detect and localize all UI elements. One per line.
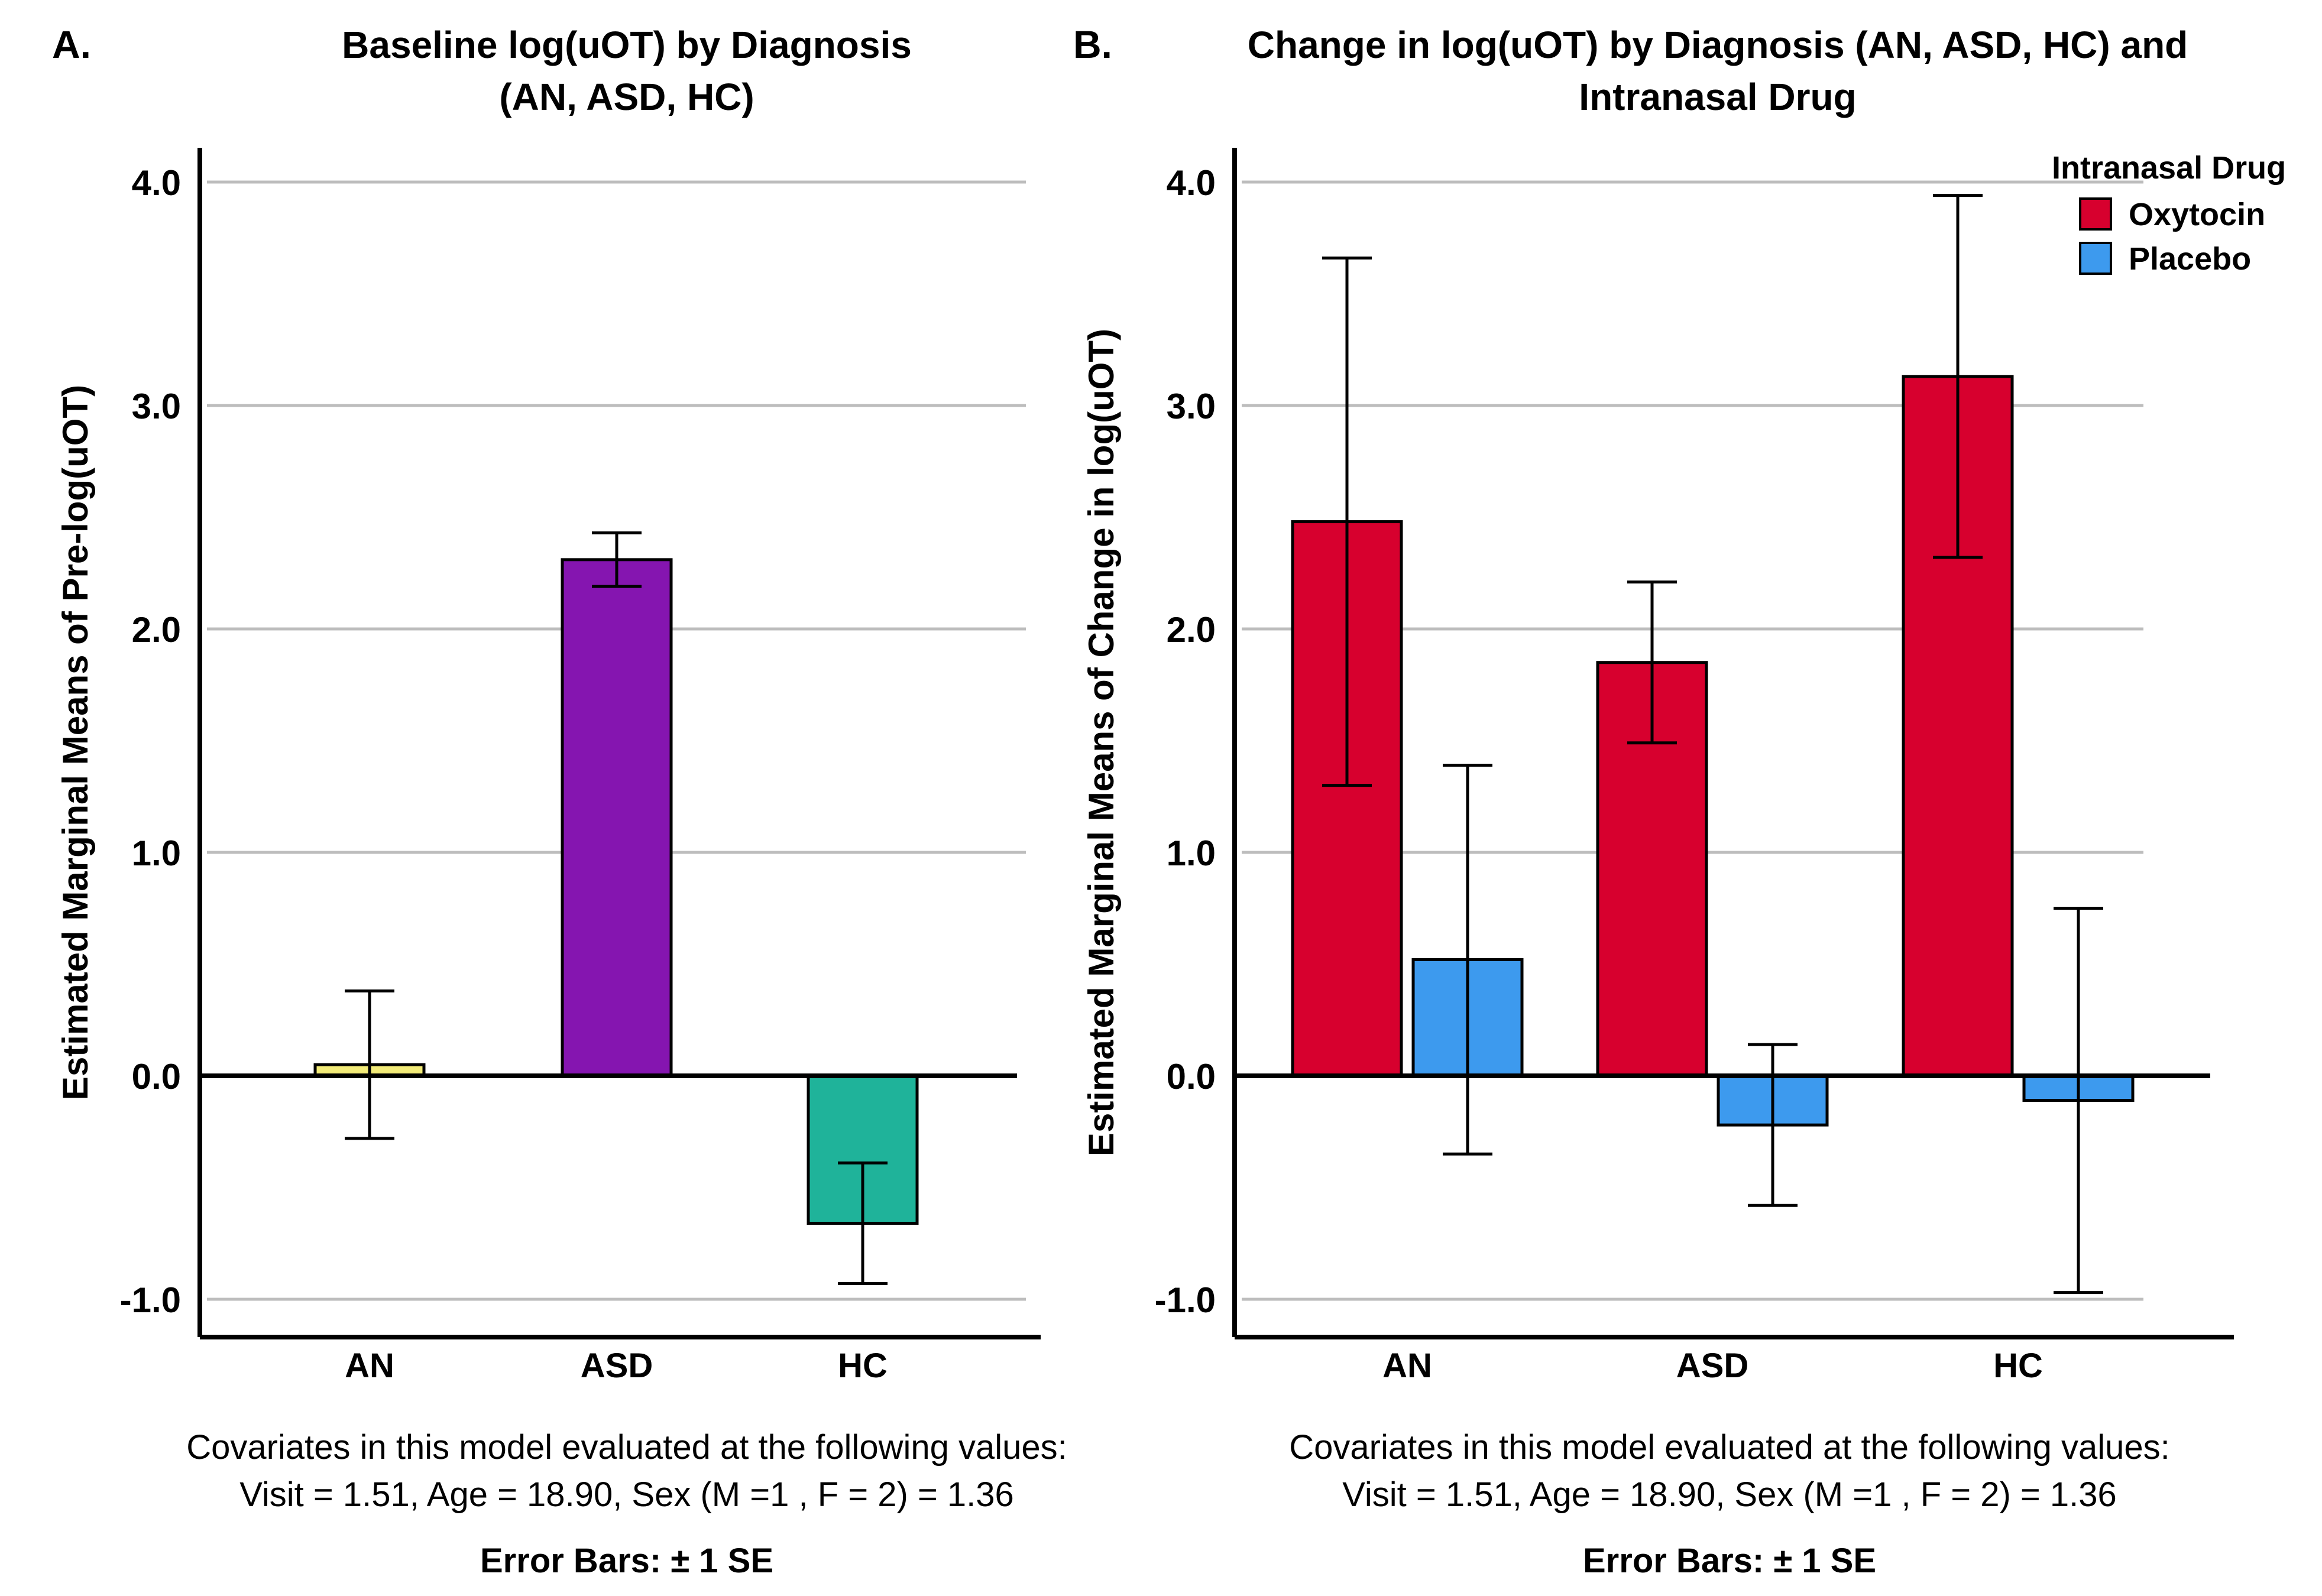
p1-x-tick-label-asd: ASD [1676, 1347, 1748, 1385]
p0-chart-title-line-0: Baseline log(uOT) by Diagnosis [342, 24, 912, 66]
p0-y-tick-label-5: 4.0 [132, 163, 181, 203]
p0-bar-baseline-asd [561, 558, 673, 1078]
p0-y-tick-label-0: -1.0 [120, 1280, 181, 1320]
p1-y-axis-label: Estimated Marginal Means of Change in lo… [1081, 329, 1121, 1156]
p1-panel-label: B. [1073, 22, 1112, 66]
p0-x-tick-label-hc: HC [838, 1347, 888, 1385]
p1-x-tick-label-an: AN [1382, 1347, 1432, 1385]
p1-legend-title: Intranasal Drug [2052, 150, 2286, 186]
p0-x-tick-label-asd: ASD [581, 1347, 653, 1385]
p0-y-tick-label-2: 1.0 [132, 833, 181, 873]
p1-covariate-note-line-0: Covariates in this model evaluated at th… [1289, 1428, 2170, 1467]
p1-y-tick-label-5: 4.0 [1167, 163, 1216, 203]
p1-x-tick-label-hc: HC [1993, 1347, 2043, 1385]
p1-y-tick-label-0: -1.0 [1155, 1280, 1216, 1320]
p0-y-axis-label: Estimated Marginal Means of Pre-log(uOT) [56, 385, 95, 1100]
p0-covariate-note-line-0: Covariates in this model evaluated at th… [186, 1428, 1067, 1467]
p1-y-tick-label-2: 1.0 [1167, 833, 1216, 873]
p1-legend-label-placebo: Placebo [2129, 241, 2251, 277]
p0-y-tick-label-4: 3.0 [132, 387, 181, 426]
p1-y-tick-label-3: 2.0 [1167, 610, 1216, 650]
p0-covariate-note-line-1: Visit = 1.51, Age = 18.90, Sex (M =1 , F… [239, 1475, 1014, 1514]
p1-chart-title-line-0: Change in log(uOT) by Diagnosis (AN, ASD… [1248, 24, 2188, 66]
p1-covariate-note-line-1: Visit = 1.51, Age = 18.90, Sex (M =1 , F… [1342, 1475, 2117, 1514]
p0-x-tick-label-an: AN [345, 1347, 394, 1385]
p1-y-tick-label-1: 0.0 [1167, 1057, 1216, 1097]
p0-panel-label: A. [52, 22, 91, 66]
p1-legend-label-oxytocin: Oxytocin [2129, 197, 2265, 232]
p1-legend-swatch-placebo [2079, 242, 2112, 275]
p0-chart-title-line-1: (AN, ASD, HC) [499, 76, 754, 118]
p0-error-bars-note: Error Bars: ± 1 SE [480, 1542, 773, 1580]
p0-y-tick-label-3: 2.0 [132, 610, 181, 650]
p1-y-tick-label-4: 3.0 [1167, 387, 1216, 426]
p1-error-bars-note: Error Bars: ± 1 SE [1583, 1542, 1876, 1580]
p1-chart-title-line-1: Intranasal Drug [1579, 76, 1856, 118]
p1-legend-swatch-oxytocin [2079, 197, 2112, 231]
p0-y-tick-label-1: 0.0 [132, 1057, 181, 1097]
